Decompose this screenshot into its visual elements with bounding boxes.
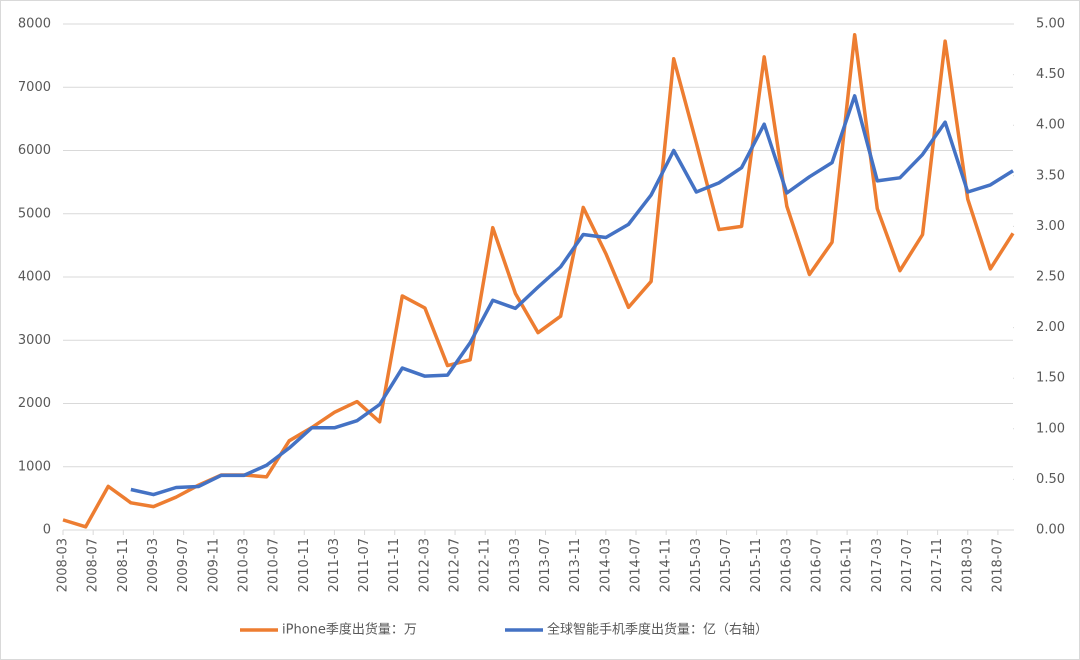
x-tick-label: 2008-07 xyxy=(86,538,101,592)
x-tick-label: 2014-07 xyxy=(629,538,644,592)
y2-tick-label: 5.00 xyxy=(1036,17,1065,32)
x-tick-label: 2010-03 xyxy=(236,538,251,592)
x-tick-label: 2015-11 xyxy=(749,538,764,592)
x-tick-label: 2012-11 xyxy=(478,538,493,592)
x-tick-label: 2018-07 xyxy=(990,538,1005,592)
x-tick-label: 2010-11 xyxy=(297,538,312,592)
x-tick-label: 2013-07 xyxy=(538,538,553,592)
x-tick-label: 2017-07 xyxy=(900,538,915,592)
x-tick-label: 2008-03 xyxy=(56,538,71,592)
x-tick-label: 2010-07 xyxy=(267,538,282,592)
y-tick-label: 3000 xyxy=(18,333,51,348)
x-tick-label: 2014-11 xyxy=(659,538,674,592)
x-tick-label: 2018-03 xyxy=(960,538,975,592)
x-tick-label: 2014-03 xyxy=(598,538,613,592)
y-tick-label: 7000 xyxy=(18,80,51,95)
y2-tick-label: 4.50 xyxy=(1036,67,1065,82)
y-tick-label: 1000 xyxy=(18,459,51,474)
legend-label: iPhone季度出货量：万 xyxy=(282,622,417,638)
y2-tick-label: 1.50 xyxy=(1036,371,1065,386)
y-tick-label: 2000 xyxy=(18,396,51,411)
x-tick-label: 2011-11 xyxy=(387,538,402,592)
y2-tick-label: 3.00 xyxy=(1036,219,1065,234)
x-tick-label: 2017-11 xyxy=(930,538,945,592)
y-tick-label: 5000 xyxy=(18,206,51,221)
series-line xyxy=(130,94,1014,497)
x-tick-label: 2008-11 xyxy=(116,538,131,592)
x-tick-label: 2009-11 xyxy=(206,538,221,592)
x-tick-label: 2009-03 xyxy=(146,538,161,592)
x-tick-label: 2015-07 xyxy=(719,538,734,592)
y2-tick-label: 0.00 xyxy=(1036,523,1065,538)
x-tick-label: 2013-11 xyxy=(568,538,583,592)
x-tick-label: 2009-07 xyxy=(176,538,191,592)
y2-tick-label: 2.50 xyxy=(1036,270,1065,285)
x-tick-label: 2016-07 xyxy=(809,538,824,592)
x-tick-label: 2011-07 xyxy=(357,538,372,592)
x-tick-label: 2017-03 xyxy=(870,538,885,592)
x-tick-label: 2016-11 xyxy=(840,538,855,592)
y-tick-label: 8000 xyxy=(18,17,51,32)
x-tick-label: 2013-03 xyxy=(508,538,523,592)
x-tick-label: 2016-03 xyxy=(779,538,794,592)
y2-tick-label: 0.50 xyxy=(1036,472,1065,487)
y-tick-label: 6000 xyxy=(18,143,51,158)
y2-tick-label: 2.00 xyxy=(1036,320,1065,335)
x-tick-label: 2012-07 xyxy=(448,538,463,592)
x-tick-label: 2012-03 xyxy=(417,538,432,592)
y2-tick-label: 4.00 xyxy=(1036,118,1065,133)
y-tick-label: 0 xyxy=(43,523,51,538)
x-tick-label: 2011-03 xyxy=(327,538,342,592)
y-tick-label: 4000 xyxy=(18,270,51,285)
y2-tick-label: 3.50 xyxy=(1036,168,1065,183)
y2-tick-label: 1.00 xyxy=(1036,421,1065,436)
legend-label: 全球智能手机季度出货量：亿（右轴） xyxy=(547,622,768,638)
x-tick-label: 2015-03 xyxy=(689,538,704,592)
